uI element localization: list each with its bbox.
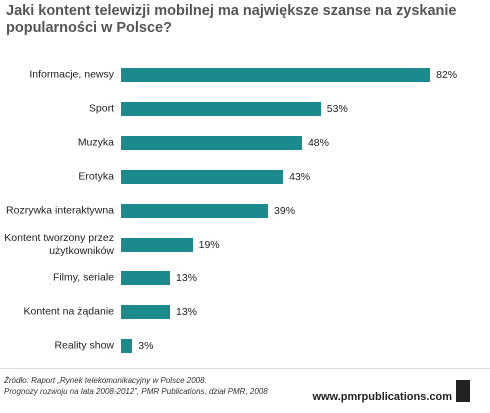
bar <box>121 68 431 82</box>
category-label: Filmy, seriale <box>52 271 114 284</box>
value-label: 13% <box>176 306 198 319</box>
category-label: Erotyka <box>78 170 114 183</box>
bar <box>121 169 284 184</box>
separator <box>0 368 490 369</box>
bar <box>121 203 269 218</box>
source-line: Prognozy rozwoju na lata 2008-2012”, PMR… <box>4 387 268 396</box>
bar <box>121 101 321 116</box>
logo <box>456 380 470 402</box>
value-label: 48% <box>307 136 329 149</box>
category-label: Muzyka <box>77 136 114 149</box>
category-label: Kontent na żądanie <box>23 305 115 318</box>
bar <box>121 237 193 252</box>
value-label: 3% <box>138 340 154 353</box>
bar <box>121 271 170 286</box>
value-label: 53% <box>326 102 348 115</box>
value-label: 43% <box>289 170 311 183</box>
category-label: Reality show <box>54 339 114 352</box>
chart-title: Jaki kontent telewizji mobilnej ma najwi… <box>6 3 457 36</box>
category-label: Rozrywka interaktywna <box>6 204 114 217</box>
category-label: Kontent tworzony przez użytkowników <box>4 231 114 257</box>
category-label: Informacje, newsy <box>29 68 114 81</box>
value-label: 19% <box>198 238 220 251</box>
value-label: 13% <box>176 272 198 285</box>
value-label: 82% <box>436 69 458 81</box>
category-label: Sport <box>88 102 114 115</box>
bar <box>121 135 302 150</box>
source-line: Źródło: Raport „Rynek telekomunikacyjny … <box>4 376 207 385</box>
website: www.pmrpublications.com <box>312 391 452 403</box>
bar <box>121 305 170 320</box>
bar <box>121 339 133 354</box>
value-label: 39% <box>274 204 296 217</box>
